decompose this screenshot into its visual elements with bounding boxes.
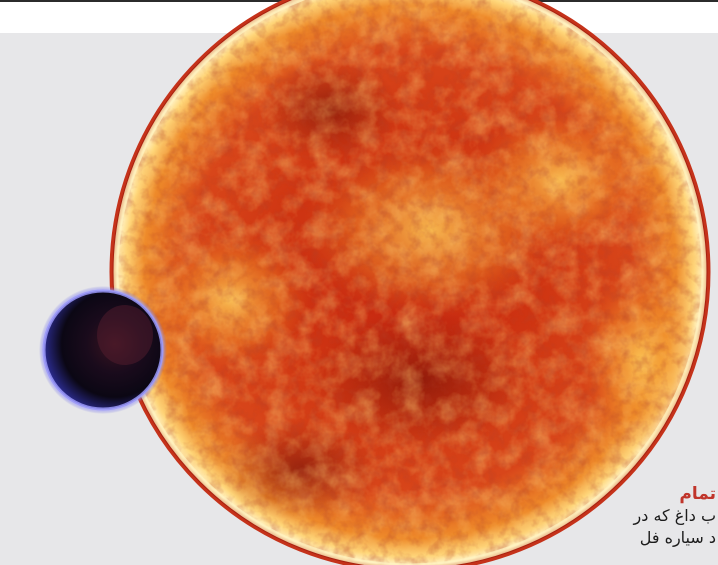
article-caption: تمام ب داغ که در د سیاره فل	[596, 483, 716, 549]
caption-line-1: ب داغ که در	[633, 506, 716, 525]
caption-line-2: د سیاره فل	[639, 528, 716, 547]
transiting-planet	[39, 286, 167, 414]
caption-title: تمام	[679, 484, 716, 504]
red-star	[109, 0, 711, 565]
